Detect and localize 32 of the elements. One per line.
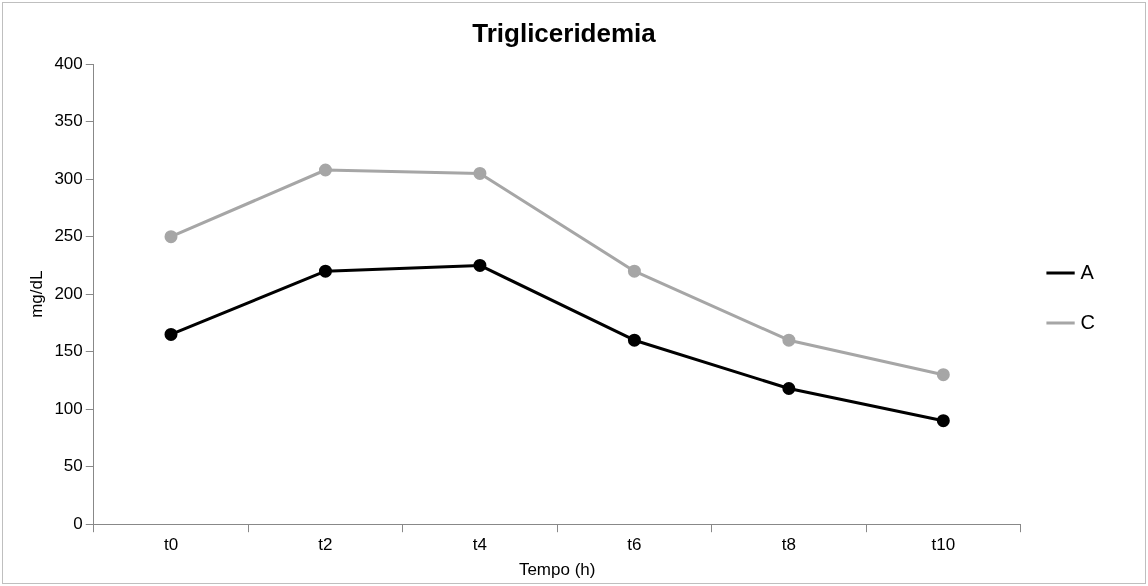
point xyxy=(936,368,950,382)
point xyxy=(318,264,332,278)
x-axis-title: Tempo (h) xyxy=(518,560,596,580)
y-tick-label: 0 xyxy=(73,513,83,533)
y-tick-label: 250 xyxy=(54,226,83,246)
point xyxy=(627,333,641,347)
x-tick-label: t2 xyxy=(318,535,333,555)
point xyxy=(164,230,178,244)
point xyxy=(782,382,796,395)
x-tick-label: t0 xyxy=(163,535,179,555)
y-tick-label: 150 xyxy=(54,341,83,361)
chart-title: Trigliceridemia xyxy=(472,17,657,48)
y-tick-label: 300 xyxy=(54,168,83,188)
point xyxy=(318,163,332,177)
y-axis-title: mg/dL xyxy=(26,270,46,318)
y-tick-label: 400 xyxy=(54,53,83,73)
point xyxy=(473,166,487,180)
point xyxy=(782,333,796,347)
y-tick-label: 100 xyxy=(54,398,83,418)
y-tick-label: 50 xyxy=(63,456,83,476)
legend-label: A xyxy=(1080,260,1095,283)
legend-label: C xyxy=(1080,310,1096,333)
x-tick-label: t6 xyxy=(627,535,642,555)
y-tick-label: 200 xyxy=(54,283,83,303)
y-tick-label: 350 xyxy=(54,111,83,131)
point xyxy=(627,264,641,278)
x-tick-label: t8 xyxy=(781,535,796,555)
point xyxy=(164,327,178,341)
x-tick-label: t10 xyxy=(931,535,956,555)
x-tick-label: t4 xyxy=(472,535,488,555)
point xyxy=(473,258,487,272)
point xyxy=(936,414,950,428)
